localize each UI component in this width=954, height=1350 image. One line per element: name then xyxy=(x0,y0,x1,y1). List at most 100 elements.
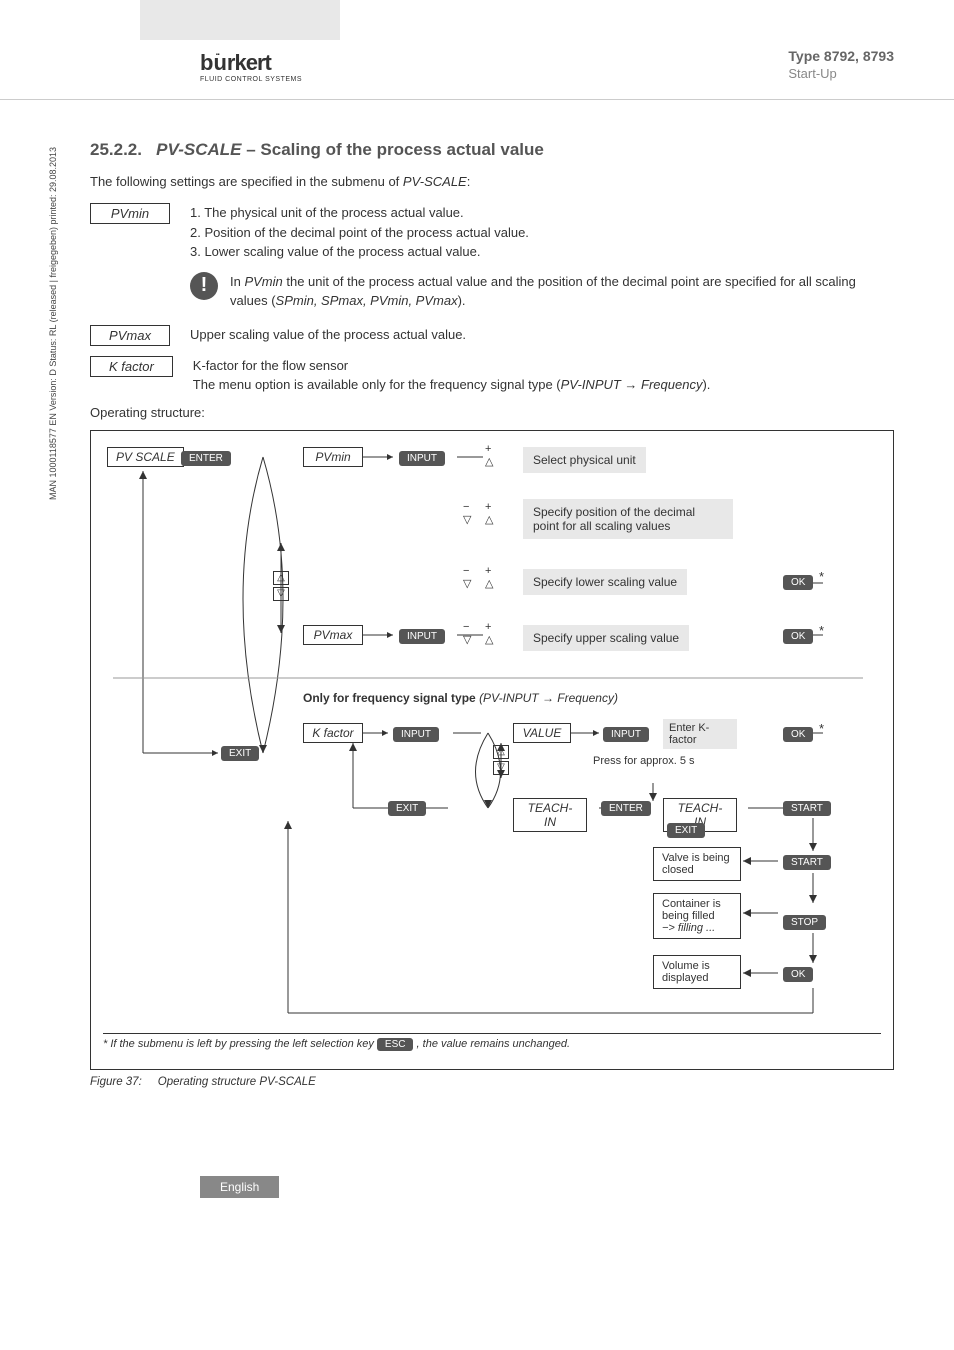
pvmin-box: PVmin xyxy=(90,203,170,224)
teachin-box-1: TEACH-IN xyxy=(513,798,587,832)
diagram-container: PV SCALE ENTER PVmin INPUT + △ Select ph… xyxy=(90,430,894,1070)
footnote-prefix: * If the submenu is left by pressing the… xyxy=(103,1038,377,1050)
enter-k-box: Enter K-factor xyxy=(663,719,737,749)
pvmin-row: PVmin 1. The physical unit of the proces… xyxy=(90,203,894,262)
minus2: − xyxy=(463,501,471,513)
kf-suffix: ). xyxy=(702,377,710,392)
note-icon: ! xyxy=(190,272,218,300)
plus-tri-4: +△ xyxy=(485,621,493,646)
note-text: In PVmin the unit of the process actual … xyxy=(230,272,894,311)
pvscale-box: PV SCALE xyxy=(107,447,184,467)
figure-caption-text: Operating structure PV-SCALE xyxy=(158,1076,316,1088)
nav-up-small: △ xyxy=(493,745,509,759)
volume-disp-box: Volume is displayed xyxy=(653,955,741,989)
spec-decimal-box: Specify position of the decimal point fo… xyxy=(523,499,733,539)
plus-tri-1: + △ xyxy=(485,443,493,468)
spec-lower-box: Specify lower scaling value xyxy=(523,569,687,595)
pvmin-line1: 1. The physical unit of the process actu… xyxy=(190,203,529,223)
kfactor-line2: The menu option is available only for th… xyxy=(193,375,711,395)
section-title: 25.2.2. PV-SCALE – Scaling of the proces… xyxy=(90,140,894,160)
minus-tri-3: −▽ xyxy=(463,565,471,590)
startup-label: Start-Up xyxy=(788,66,894,81)
input-pill-4: INPUT xyxy=(603,727,649,742)
enter-pill-2: ENTER xyxy=(601,801,651,816)
container-prefix: Container is being filled xyxy=(662,898,721,922)
note-it1: PVmin xyxy=(244,274,282,289)
esc-pill: ESC xyxy=(377,1038,414,1051)
plus-tri-2: +△ xyxy=(485,501,493,526)
section-title-rest: – Scaling of the process actual value xyxy=(242,140,544,159)
kfactor-diagram-box: K factor xyxy=(303,723,363,743)
exit-pill-2: EXIT xyxy=(388,801,426,816)
kf-prefix: The menu option is available only for th… xyxy=(193,377,561,392)
ok-pill-3: OK xyxy=(783,727,813,742)
content: 25.2.2. PV-SCALE – Scaling of the proces… xyxy=(0,100,954,1108)
pvmax-text: Upper scaling value of the process actua… xyxy=(190,325,466,345)
header-grey-tab xyxy=(140,0,340,40)
plus2: + xyxy=(485,501,493,513)
ok-pill-4: OK xyxy=(783,967,813,982)
diagram-svg xyxy=(103,443,881,1023)
nav-down-box: ▽ xyxy=(273,587,289,601)
logo-sub: FLUID CONTROL SYSTEMS xyxy=(200,76,302,83)
exit-pill-3: EXIT xyxy=(667,823,705,838)
plus3: + xyxy=(485,565,493,577)
start-pill-1: START xyxy=(783,801,831,816)
diagram: PV SCALE ENTER PVmin INPUT + △ Select ph… xyxy=(103,443,881,1023)
ok-pill-2: OK xyxy=(783,629,813,644)
intro-prefix: The following settings are specified in … xyxy=(90,174,403,189)
intro-italic: PV-SCALE xyxy=(403,174,467,189)
section-number: 25.2.2. xyxy=(90,140,142,159)
input-pill-1: INPUT xyxy=(399,451,445,466)
enter-pill-1: ENTER xyxy=(181,451,231,466)
logo-name: bu..rkert xyxy=(200,50,302,76)
spec-upper-box: Specify upper scaling value xyxy=(523,625,689,651)
op-structure-label: Operating structure: xyxy=(90,405,894,420)
nav-up-box: △ xyxy=(273,571,289,585)
pvmin-diagram-box: PVmin xyxy=(303,447,363,467)
start-pill-2: START xyxy=(783,855,831,870)
press-5s-label: Press for approx. 5 s xyxy=(593,755,695,767)
value-box: VALUE xyxy=(513,723,571,743)
kfactor-box: K factor xyxy=(90,356,173,377)
pvmax-diagram-box: PVmax xyxy=(303,625,363,645)
minus4: − xyxy=(463,621,471,633)
figure-label: Figure 37: xyxy=(90,1076,142,1088)
minus3: − xyxy=(463,565,471,577)
section-title-italic: PV-SCALE xyxy=(156,140,241,159)
page-header: bu..rkert FLUID CONTROL SYSTEMS Type 879… xyxy=(0,0,954,100)
type-label: Type 8792, 8793 xyxy=(788,48,894,64)
plus4: + xyxy=(485,621,493,633)
ok-pill-1: OK xyxy=(783,575,813,590)
valve-closed-box: Valve is being closed xyxy=(653,847,741,881)
english-tab: English xyxy=(200,1176,279,1198)
container-italic: −> filling ... xyxy=(662,922,715,934)
logo-area: bu..rkert FLUID CONTROL SYSTEMS xyxy=(200,50,302,83)
select-unit-box: Select physical unit xyxy=(523,447,646,473)
minus-tri-4: −▽ xyxy=(463,621,471,646)
pvmin-text: 1. The physical unit of the process actu… xyxy=(190,203,529,262)
intro-text: The following settings are specified in … xyxy=(90,174,894,189)
pvmin-line2: 2. Position of the decimal point of the … xyxy=(190,223,529,243)
pvmax-box: PVmax xyxy=(90,325,170,346)
figure-caption: Figure 37: Operating structure PV-SCALE xyxy=(90,1076,894,1088)
kfactor-line1: K-factor for the flow sensor xyxy=(193,356,711,376)
pvmax-row: PVmax Upper scaling value of the process… xyxy=(90,325,894,346)
kfactor-text: K-factor for the flow sensor The menu op… xyxy=(193,356,711,395)
plus1: + xyxy=(485,443,493,455)
kf-italic: PV-INPUT → Frequency xyxy=(561,377,703,392)
only-freq-label: Only for frequency signal type (PV-INPUT… xyxy=(303,691,618,705)
nav-down-small: ▽ xyxy=(493,761,509,775)
asterisk-1: * xyxy=(819,569,824,584)
note-prefix: In xyxy=(230,274,244,289)
footnote-suffix: , the value remains unchanged. xyxy=(417,1038,571,1050)
footnote: * If the submenu is left by pressing the… xyxy=(103,1033,881,1051)
exit-pill-main: EXIT xyxy=(221,746,259,761)
only-freq-bold: Only for frequency signal type xyxy=(303,691,476,705)
note-row: ! In PVmin the unit of the process actua… xyxy=(190,272,894,311)
asterisk-3: * xyxy=(819,721,824,736)
pvmin-line3: 3. Lower scaling value of the process ac… xyxy=(190,242,529,262)
container-filled-box: Container is being filled −> filling ... xyxy=(653,893,741,939)
intro-suffix: : xyxy=(467,174,471,189)
note-suffix: ). xyxy=(458,293,466,308)
